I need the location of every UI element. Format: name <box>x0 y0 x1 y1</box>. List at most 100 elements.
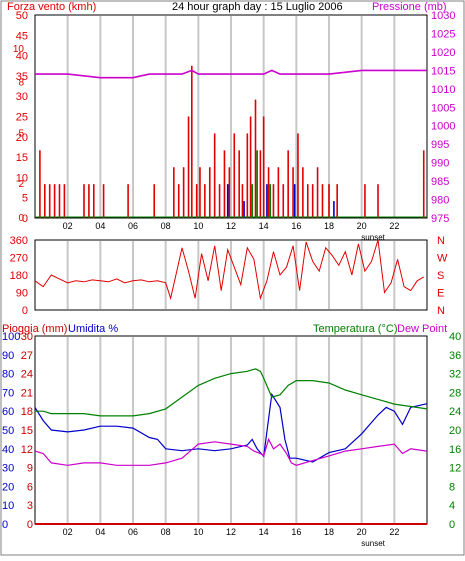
x-tick-label: 10 <box>193 221 203 231</box>
wind-bar <box>277 167 280 218</box>
humidity-tick-label: 50 <box>2 425 14 437</box>
wind-bar <box>377 184 379 218</box>
compass-tick-label: W <box>437 253 448 265</box>
inner-wind-tick-label: 2 <box>18 179 24 190</box>
inner-wind-tick-label: 10 <box>13 44 25 55</box>
wind-bar <box>282 184 285 218</box>
compass-tick-label: E <box>437 288 444 300</box>
wind-bar-blue <box>333 201 335 218</box>
panel-wind-frame <box>34 14 428 219</box>
rain-tick-label: 18 <box>21 406 33 418</box>
x-tick-label: 14 <box>259 221 269 231</box>
direction-tick-label: 270 <box>10 253 28 265</box>
temperature-axis-label: Temperatura (°C) <box>313 323 397 335</box>
wind-bar <box>233 133 236 218</box>
humidity-tick-label: 80 <box>2 369 14 381</box>
wind-bar-blue <box>266 184 268 218</box>
rain-tick-label: 27 <box>21 350 33 362</box>
wind-bar <box>297 133 299 218</box>
wind-tick-label: 20 <box>16 132 28 144</box>
wind-tick-label: 25 <box>16 112 28 124</box>
humidity-tick-label: 90 <box>2 350 14 362</box>
temperature-tick-label: 36 <box>449 350 461 362</box>
chart-title: 24 hour graph day : 15 Luglio 2006 <box>172 1 343 13</box>
humidity-tick-label: 100 <box>2 331 20 343</box>
wind-bar <box>39 150 41 218</box>
humidity-tick-label: 60 <box>2 406 14 418</box>
wind-tick-label: 10 <box>16 172 28 184</box>
wind-tick-label: 0 <box>22 213 28 225</box>
humidity-tick-label: 10 <box>2 500 14 512</box>
wind-bar-blue <box>243 201 245 218</box>
wind-bar-green <box>256 150 258 218</box>
pressure-tick-label: 975 <box>431 213 449 225</box>
wind-bar <box>272 184 275 218</box>
wind-bar-green <box>251 184 254 218</box>
wind-tick-label: 5 <box>22 193 28 205</box>
pressure-tick-label: 985 <box>431 176 449 188</box>
direction-tick-label: 360 <box>10 235 28 247</box>
temperature-tick-label: 28 <box>449 387 461 399</box>
wind-bar <box>249 116 252 218</box>
inner-wind-tick-label: 5 <box>18 128 24 139</box>
pressure-tick-label: 990 <box>431 158 449 170</box>
wind-bar <box>267 167 270 218</box>
direction-series-line <box>34 239 424 301</box>
x-tick-label: 12 <box>226 221 236 231</box>
rain-tick-label: 3 <box>27 500 33 512</box>
pressure-tick-label: 1005 <box>431 102 455 114</box>
wind-tick-label: 30 <box>16 91 28 103</box>
x-tick-label: 04 <box>95 527 105 537</box>
wind-bar <box>238 150 240 218</box>
humidity-tick-label: 0 <box>2 519 8 531</box>
wind-bar-green <box>269 184 271 218</box>
pressure-tick-label: 1030 <box>431 10 455 22</box>
wind-bar <box>213 133 216 218</box>
wind-bar <box>195 184 198 218</box>
wind-bar <box>187 116 190 218</box>
x-tick-label: 18 <box>324 527 334 537</box>
rain-tick-label: 24 <box>21 369 33 381</box>
rain-tick-label: 0 <box>27 519 33 531</box>
wind-tick-label: 45 <box>16 30 28 42</box>
wind-bar <box>223 150 226 218</box>
pressure-tick-label: 1015 <box>431 65 455 77</box>
x-tick-label: 22 <box>389 221 399 231</box>
temperature-tick-label: 0 <box>449 519 455 531</box>
x-tick-label: 18 <box>324 221 334 231</box>
wind-bar <box>208 167 211 218</box>
wind-bar <box>199 167 201 218</box>
wind-bar <box>328 184 330 218</box>
temperature-tick-label: 40 <box>449 331 461 343</box>
rain-tick-label: 12 <box>21 444 33 456</box>
x-tick-label: 08 <box>161 527 171 537</box>
wind-bar <box>246 133 249 218</box>
pressure-series-line <box>35 69 427 79</box>
temperature-tick-label: 20 <box>449 425 461 437</box>
wind-bar <box>53 184 56 218</box>
inner-wind-tick-label: 0 <box>18 213 24 224</box>
rain-tick-label: 15 <box>21 425 33 437</box>
temperature-series-line <box>35 368 428 417</box>
wind-bar <box>311 184 314 218</box>
rain-tick-label: 30 <box>21 331 33 343</box>
pressure-tick-label: 1025 <box>431 28 455 40</box>
wind-bar <box>191 65 193 218</box>
rain-tick-label: 21 <box>21 387 33 399</box>
x-tick-label: 22 <box>389 527 399 537</box>
dew-point-series-line <box>34 437 428 466</box>
pressure-tick-label: 1010 <box>431 84 455 96</box>
dew-point-axis-label: Dew Point <box>397 323 447 335</box>
x-tick-label: 16 <box>291 221 301 231</box>
wind-tick-label: 35 <box>16 71 28 83</box>
wind-bar <box>287 150 289 218</box>
x-tick-label: 20 <box>357 527 367 537</box>
wind-bar <box>262 116 265 218</box>
wind-bar <box>218 184 221 218</box>
sunset-label: sunset <box>361 233 385 242</box>
temperature-tick-label: 24 <box>449 406 461 418</box>
wind-bar <box>364 184 366 218</box>
direction-tick-label: 90 <box>16 288 28 300</box>
